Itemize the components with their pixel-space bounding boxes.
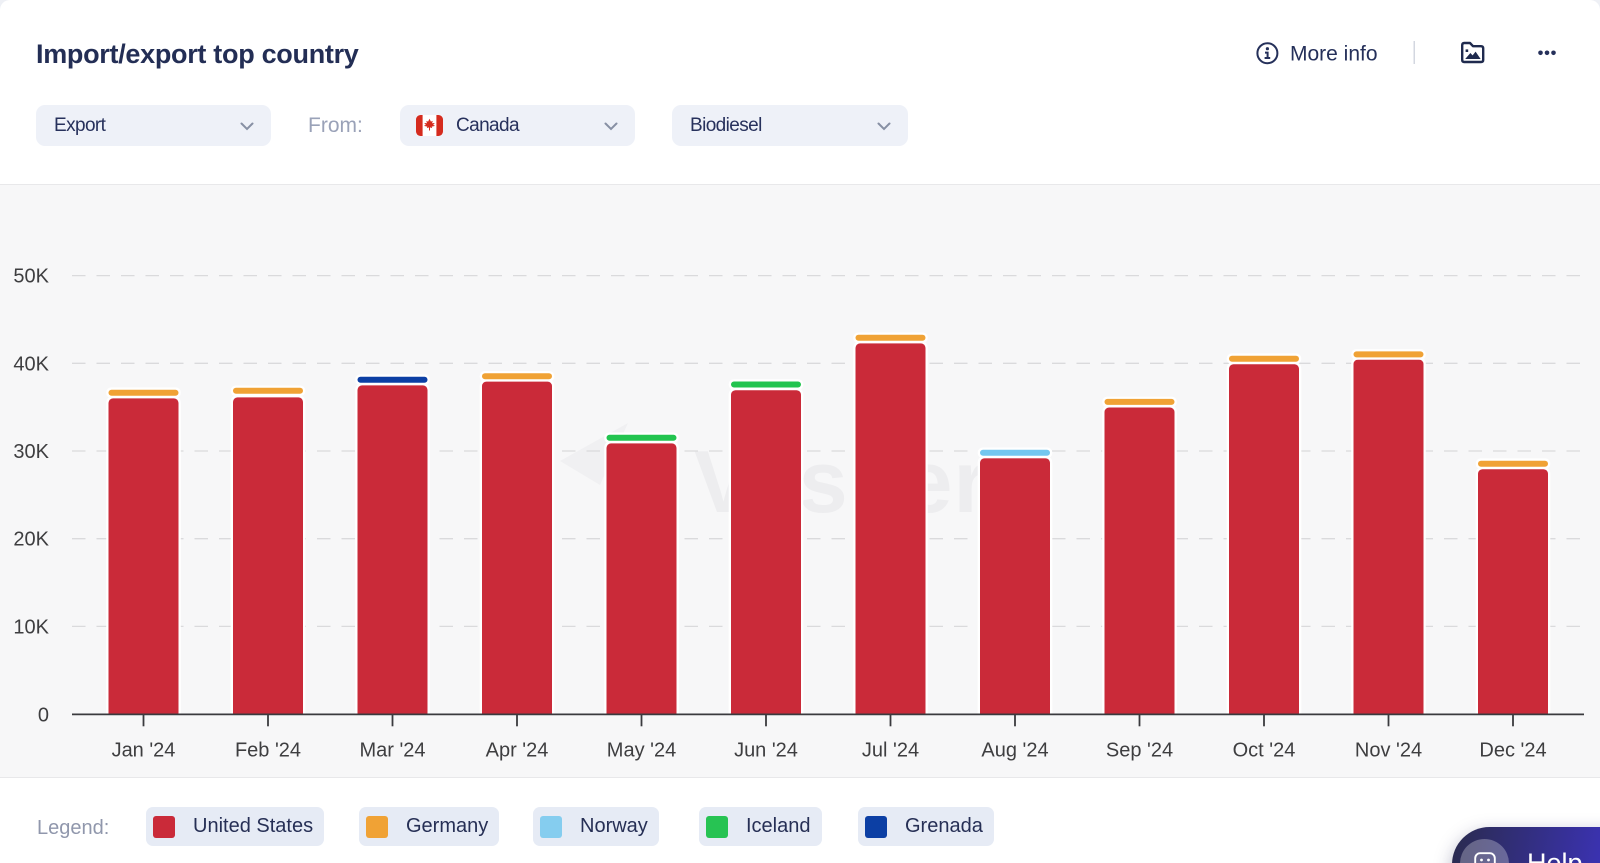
svg-text:Sep '24: Sep '24 [1106, 740, 1173, 762]
svg-text:Mar '24: Mar '24 [359, 740, 425, 762]
svg-text:May '24: May '24 [607, 740, 676, 762]
svg-text:Oct '24: Oct '24 [1233, 740, 1296, 762]
svg-text:30K: 30K [13, 441, 49, 463]
svg-text:Nov '24: Nov '24 [1355, 740, 1422, 762]
svg-text:10K: 10K [13, 616, 49, 638]
svg-text:Jan '24: Jan '24 [112, 740, 176, 762]
svg-text:Jun '24: Jun '24 [734, 740, 798, 762]
svg-text:20K: 20K [13, 529, 49, 551]
svg-text:More info: More info [1290, 43, 1378, 66]
svg-text:40K: 40K [13, 353, 49, 375]
svg-text:Feb '24: Feb '24 [235, 740, 301, 762]
svg-text:Jul '24: Jul '24 [862, 740, 919, 762]
svg-text:Apr '24: Apr '24 [486, 740, 549, 762]
svg-text:50K: 50K [13, 266, 49, 288]
svg-text:Aug '24: Aug '24 [981, 740, 1048, 762]
svg-text:Dec '24: Dec '24 [1479, 740, 1546, 762]
svg-text:0: 0 [38, 704, 49, 726]
